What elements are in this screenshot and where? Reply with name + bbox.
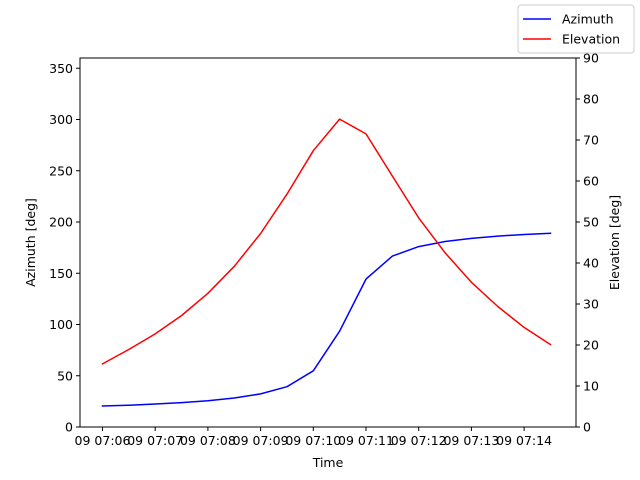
y-right-tick-label: 40 (583, 256, 599, 271)
x-tick-label: 09 07:06 (75, 433, 131, 448)
y-right-tick-label: 70 (583, 133, 599, 148)
y-axis-right-label: Elevation [deg] (607, 195, 622, 290)
y-left-tick-label: 0 (65, 420, 73, 435)
plot-frame (79, 57, 577, 428)
x-tick-label: 09 07:12 (391, 433, 447, 448)
y-axis-left-label: Azimuth [deg] (23, 198, 38, 287)
y-right-tick-label: 80 (583, 92, 599, 107)
plot-area (80, 58, 576, 427)
x-tick-label: 09 07:11 (338, 433, 394, 448)
x-axis-label: Time (312, 455, 344, 470)
y-right-tick-label: 60 (583, 174, 599, 189)
y-left-tick-label: 250 (49, 163, 73, 178)
y-left-tick-label: 150 (49, 266, 73, 281)
legend-azimuth-label: Azimuth (562, 12, 614, 27)
x-tick-label: 09 07:10 (285, 433, 341, 448)
legend: Azimuth Elevation (517, 4, 635, 54)
x-tick-label: 09 07:07 (127, 433, 183, 448)
y-right-tick-label: 90 (583, 51, 599, 66)
x-tick-label: 09 07:09 (233, 433, 289, 448)
x-tick-label: 09 07:08 (180, 433, 236, 448)
y-left-tick-label: 350 (49, 61, 73, 76)
y-right-tick-label: 30 (583, 297, 599, 312)
y-left-tick-label: 50 (57, 368, 73, 383)
legend-elevation-label: Elevation (562, 32, 620, 47)
y-right-tick-label: 10 (583, 379, 599, 394)
series-line-azimuth (101, 232, 552, 407)
y-right-tick-label: 20 (583, 338, 599, 353)
y-left-tick-label: 200 (49, 215, 73, 230)
y-right-tick-label: 50 (583, 215, 599, 230)
series-line-elevation (101, 118, 552, 365)
y-left-tick-label: 300 (49, 112, 73, 127)
y-right-tick-label: 0 (583, 420, 591, 435)
legend-box (517, 4, 635, 54)
x-tick-label: 09 07:14 (496, 433, 552, 448)
x-tick-label: 09 07:13 (443, 433, 499, 448)
y-left-tick-label: 100 (49, 317, 73, 332)
